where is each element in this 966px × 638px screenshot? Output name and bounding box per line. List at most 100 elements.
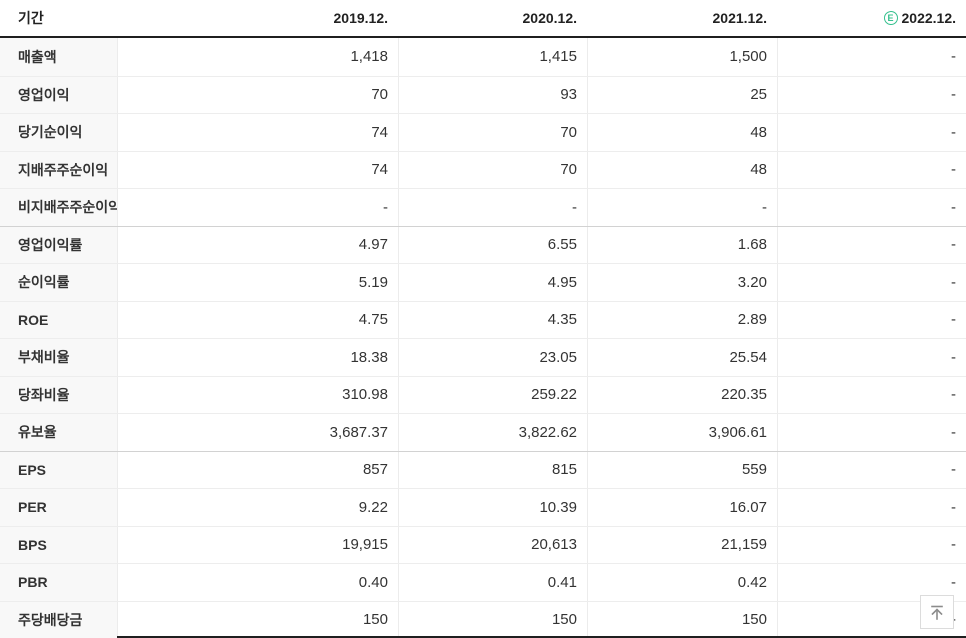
column-header-2020-12: 2020.12. <box>522 10 578 26</box>
cell-2020-value: 20,613 <box>398 526 587 563</box>
cell-2019-value: 310.98 <box>117 376 398 413</box>
row-label: 순이익률 <box>0 264 117 301</box>
cell-2020-value: - <box>398 189 587 226</box>
table-row: 비지배주주순이익 - - - - <box>0 188 966 226</box>
cell-2021-value: 2.89 <box>587 301 777 338</box>
cell-2021-value: 48 <box>587 114 777 151</box>
table-row: 부채비율 18.38 23.05 25.54 - <box>0 338 966 376</box>
row-label: 유보율 <box>0 414 117 451</box>
cell-2021-value: 559 <box>587 451 777 488</box>
table-row: 당좌비율 310.98 259.22 220.35 - <box>0 375 966 413</box>
cell-2022-value: - <box>777 376 966 413</box>
cell-2020-value: 70 <box>398 114 587 151</box>
cell-2021-value: 16.07 <box>587 489 777 526</box>
row-label: 매출액 <box>0 38 117 76</box>
cell-2019-value: 3,687.37 <box>117 414 398 451</box>
arrow-up-to-top-icon <box>931 605 943 620</box>
cell-2020-value: 815 <box>398 451 587 488</box>
cell-2022-value: - <box>777 451 966 488</box>
cell-2020-value: 23.05 <box>398 339 587 376</box>
cell-2022-value: - <box>777 38 966 76</box>
table-row: ROE 4.75 4.35 2.89 - <box>0 300 966 338</box>
cell-2019-value: 1,418 <box>117 38 398 76</box>
table-row: 지배주주순이익 74 70 48 - <box>0 150 966 188</box>
cell-2019-value: 150 <box>117 601 398 638</box>
table-row: EPS 857 815 559 - <box>0 450 966 488</box>
cell-2020-value: 4.95 <box>398 264 587 301</box>
cell-2021-value: 1.68 <box>587 226 777 263</box>
row-label: 부채비율 <box>0 339 117 376</box>
cell-2022-value: - <box>777 226 966 263</box>
cell-2020-value: 3,822.62 <box>398 414 587 451</box>
row-label: PBR <box>0 564 117 601</box>
row-label: EPS <box>0 451 117 488</box>
cell-2021-value: 0.42 <box>587 564 777 601</box>
cell-2020-value: 93 <box>398 76 587 113</box>
row-label: 당기순이익 <box>0 114 117 151</box>
cell-2019-value: 19,915 <box>117 526 398 563</box>
table-row: 순이익률 5.19 4.95 3.20 - <box>0 263 966 301</box>
cell-2019-value: 70 <box>117 76 398 113</box>
cell-2022-value: - <box>777 114 966 151</box>
column-header-2019-12: 2019.12. <box>333 10 389 26</box>
row-label: 비지배주주순이익 <box>0 189 117 226</box>
cell-2019-value: 4.75 <box>117 301 398 338</box>
table-row: 영업이익률 4.97 6.55 1.68 - <box>0 225 966 263</box>
cell-2019-value: 857 <box>117 451 398 488</box>
cell-2020-value: 4.35 <box>398 301 587 338</box>
row-label: 주당배당금 <box>0 601 117 638</box>
cell-2020-value: 150 <box>398 601 587 638</box>
cell-2021-value: 21,159 <box>587 526 777 563</box>
cell-2019-value: 74 <box>117 114 398 151</box>
table-row: 당기순이익 74 70 48 - <box>0 113 966 151</box>
scroll-to-top-button[interactable] <box>920 595 954 629</box>
table-row: 유보율 3,687.37 3,822.62 3,906.61 - <box>0 413 966 451</box>
cell-2019-value: 5.19 <box>117 264 398 301</box>
cell-2019-value: 4.97 <box>117 226 398 263</box>
cell-2019-value: 0.40 <box>117 564 398 601</box>
table-row: BPS 19,915 20,613 21,159 - <box>0 525 966 563</box>
cell-2020-value: 70 <box>398 151 587 188</box>
cell-2021-value: 25.54 <box>587 339 777 376</box>
cell-2021-value: 150 <box>587 601 777 638</box>
cell-2020-value: 1,415 <box>398 38 587 76</box>
cell-2022-value: - <box>777 339 966 376</box>
cell-2022-value: - <box>777 151 966 188</box>
table-body: 매출액 1,418 1,415 1,500 - 영업이익 70 93 25 - … <box>0 38 966 638</box>
table-row: PER 9.22 10.39 16.07 - <box>0 488 966 526</box>
column-header-2022-12-label: 2022.12. <box>901 10 957 26</box>
row-label: BPS <box>0 526 117 563</box>
column-header-2021-12: 2021.12. <box>712 10 768 26</box>
cell-2021-value: 48 <box>587 151 777 188</box>
row-label: 영업이익 <box>0 76 117 113</box>
cell-2022-value: - <box>777 526 966 563</box>
cell-2022-value: - <box>777 564 966 601</box>
cell-2020-value: 10.39 <box>398 489 587 526</box>
cell-2019-value: 18.38 <box>117 339 398 376</box>
table-header-row: 기간 2019.12. 2020.12. 2021.12. E 2022.12. <box>0 0 966 38</box>
cell-2020-value: 0.41 <box>398 564 587 601</box>
cell-2021-value: 3,906.61 <box>587 414 777 451</box>
cell-2022-value: - <box>777 76 966 113</box>
table-row: 주당배당금 150 150 150 - <box>0 600 966 638</box>
estimate-badge-icon: E <box>883 11 898 25</box>
column-header-period: 기간 <box>18 10 44 26</box>
row-label: ROE <box>0 301 117 338</box>
cell-2021-value: 25 <box>587 76 777 113</box>
cell-2021-value: - <box>587 189 777 226</box>
column-header-2022-12-estimate: E 2022.12. <box>777 0 966 36</box>
cell-2019-value: - <box>117 189 398 226</box>
cell-2021-value: 220.35 <box>587 376 777 413</box>
row-label: 당좌비율 <box>0 376 117 413</box>
cell-2019-value: 74 <box>117 151 398 188</box>
cell-2019-value: 9.22 <box>117 489 398 526</box>
cell-2022-value: - <box>777 301 966 338</box>
row-label: PER <box>0 489 117 526</box>
cell-2022-value: - <box>777 414 966 451</box>
table-row: 매출액 1,418 1,415 1,500 - <box>0 38 966 76</box>
cell-2022-value: - <box>777 189 966 226</box>
cell-2022-value: - <box>777 489 966 526</box>
table-bottom-border <box>117 636 966 638</box>
row-label: 영업이익률 <box>0 226 117 263</box>
